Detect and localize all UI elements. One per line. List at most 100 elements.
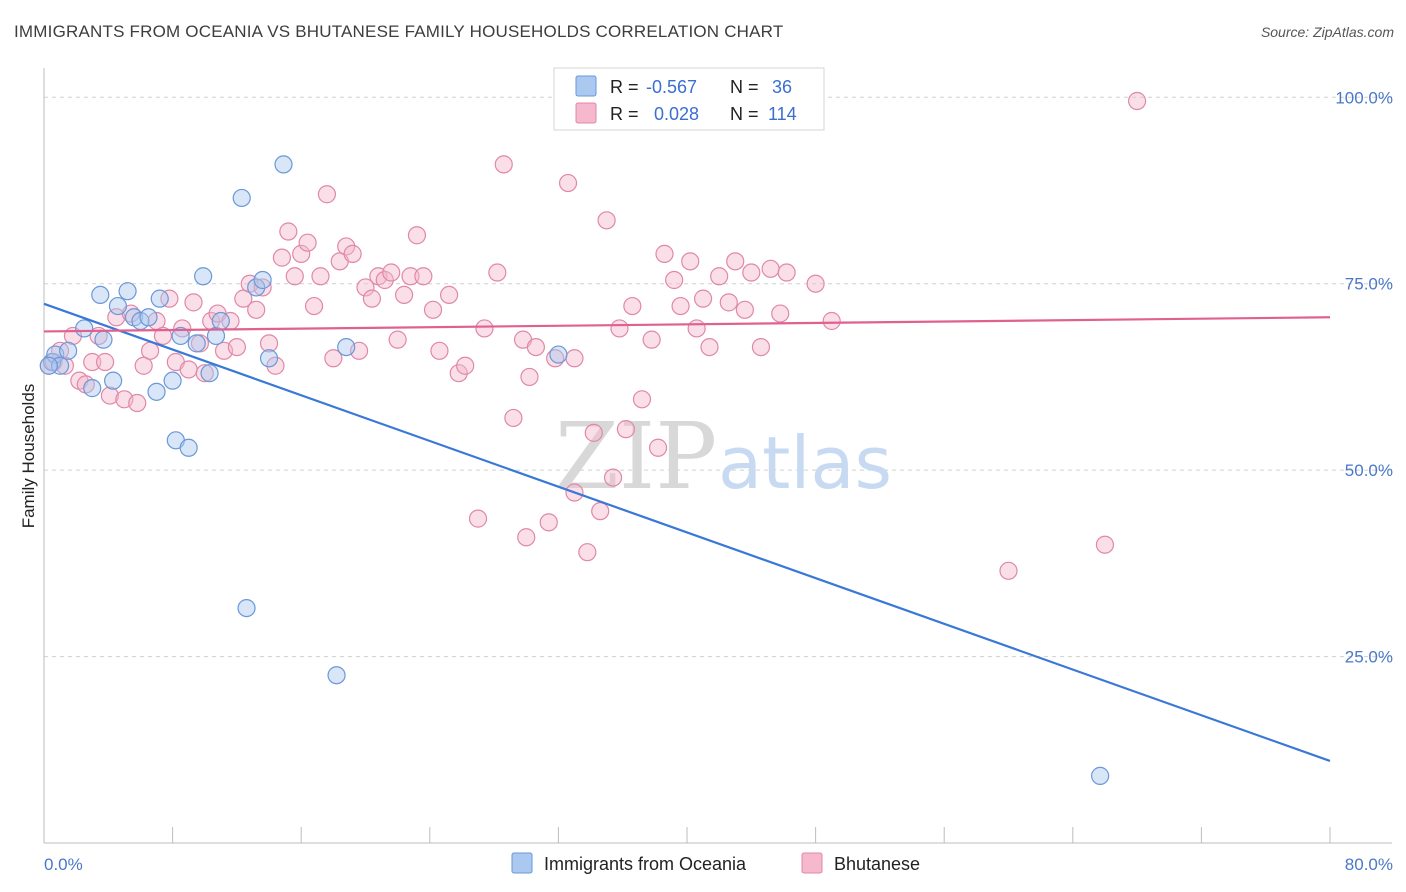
stats-legend: R = -0.567 N = 36 R = 0.028 N = 114 <box>553 67 825 131</box>
point-bhutanese <box>584 423 603 442</box>
trend-layer <box>43 302 1331 763</box>
watermark-zip: ZIP <box>555 403 717 510</box>
point-bhutanese <box>95 352 115 372</box>
point-oceania <box>147 382 166 401</box>
point-bhutanese <box>292 244 311 263</box>
point-oceania <box>163 371 182 390</box>
point-bhutanese <box>227 338 246 357</box>
legend-swatch-pink <box>575 102 597 124</box>
point-bhutanese <box>401 267 420 286</box>
point-oceania <box>253 270 272 290</box>
point-bhutanese <box>153 326 173 346</box>
point-bhutanese <box>681 252 700 271</box>
y-tick-label: 100.0% <box>1335 88 1393 107</box>
point-bhutanese <box>253 278 272 297</box>
point-bhutanese <box>558 173 578 193</box>
point-bhutanese <box>822 311 841 331</box>
point-bhutanese <box>382 263 401 282</box>
point-bhutanese <box>298 233 317 252</box>
point-bhutanese <box>456 356 475 375</box>
point-bhutanese <box>311 267 330 286</box>
point-bhutanese <box>578 543 597 562</box>
point-bhutanese <box>100 386 120 405</box>
x-tick-label: 80.0% <box>1345 855 1393 874</box>
point-oceania <box>171 326 190 346</box>
point-bhutanese <box>140 341 160 360</box>
point-bhutanese <box>488 263 507 282</box>
chart-title: IMMIGRANTS FROM OCEANIA VS BHUTANESE FAM… <box>14 22 784 41</box>
point-bhutanese <box>247 300 266 319</box>
point-oceania <box>337 338 356 357</box>
point-bhutanese <box>539 513 558 532</box>
point-oceania <box>139 308 158 327</box>
legend-n-value-2: 114 <box>768 104 797 124</box>
point-bhutanese <box>362 289 382 308</box>
point-oceania <box>259 349 279 368</box>
point-bhutanese <box>1095 535 1115 554</box>
point-bhutanese <box>726 252 745 271</box>
point-bhutanese <box>304 296 324 316</box>
trend-line-oceania <box>43 302 1331 763</box>
point-bhutanese <box>742 263 761 282</box>
point-oceania <box>108 296 128 316</box>
point-bhutanese <box>394 285 414 304</box>
point-bhutanese <box>687 319 706 338</box>
point-bhutanese <box>184 293 203 312</box>
point-bhutanese <box>693 289 713 308</box>
point-bhutanese <box>735 300 754 319</box>
point-oceania <box>211 311 230 331</box>
point-bhutanese <box>83 352 102 372</box>
point-bhutanese <box>414 267 433 286</box>
point-bhutanese <box>423 300 443 319</box>
point-oceania <box>187 334 206 353</box>
point-bhutanese <box>1127 91 1147 111</box>
x-tick-label: 0.0% <box>44 855 83 874</box>
y-axis-label: Family Households <box>19 384 38 529</box>
y-tick-label: 75.0% <box>1345 275 1393 294</box>
point-oceania <box>232 188 251 208</box>
point-bhutanese <box>655 244 674 263</box>
legend-swatch-oceania <box>511 852 533 874</box>
point-bhutanese <box>504 408 523 428</box>
point-bhutanese <box>356 278 375 297</box>
point-oceania <box>104 371 123 390</box>
legend-n-label-2: N = <box>730 104 759 124</box>
legend-swatch-bhutanese <box>801 852 823 874</box>
point-oceania <box>200 364 219 383</box>
legend-r-value-2: 0.028 <box>654 104 699 124</box>
point-bhutanese <box>751 338 771 357</box>
point-oceania <box>237 598 256 618</box>
point-bhutanese <box>610 319 629 338</box>
point-oceania <box>1091 766 1110 785</box>
y-tick-label: 25.0% <box>1345 648 1393 667</box>
legend-n-value-1: 36 <box>772 77 792 97</box>
point-bhutanese <box>520 367 539 387</box>
legend-n-label-1: N = <box>730 77 759 97</box>
point-bhutanese <box>407 226 427 245</box>
legend-label-bhutanese: Bhutanese <box>834 854 920 874</box>
series-legend: Immigrants from Oceania Bhutanese <box>511 852 920 874</box>
point-bhutanese <box>388 330 407 349</box>
point-bhutanese <box>597 211 616 230</box>
point-oceania <box>549 345 568 364</box>
point-oceania <box>150 289 169 308</box>
point-bhutanese <box>272 248 292 267</box>
point-oceania <box>274 155 293 174</box>
point-bhutanese <box>279 222 298 241</box>
point-bhutanese <box>565 349 584 368</box>
legend-r-value-1: -0.567 <box>646 77 697 97</box>
legend-r-label-2: R = <box>610 104 639 124</box>
point-bhutanese <box>337 237 356 256</box>
point-bhutanese <box>173 319 192 338</box>
watermark: ZIP atlas <box>555 403 892 510</box>
point-oceania <box>327 666 346 685</box>
point-bhutanese <box>761 259 780 278</box>
point-bhutanese <box>526 338 545 357</box>
point-bhutanese <box>623 296 642 316</box>
point-bhutanese <box>710 267 729 286</box>
point-bhutanese <box>665 270 684 290</box>
point-bhutanese <box>591 502 610 521</box>
trend-line-bhutanese <box>43 316 1331 333</box>
point-bhutanese <box>317 185 337 204</box>
